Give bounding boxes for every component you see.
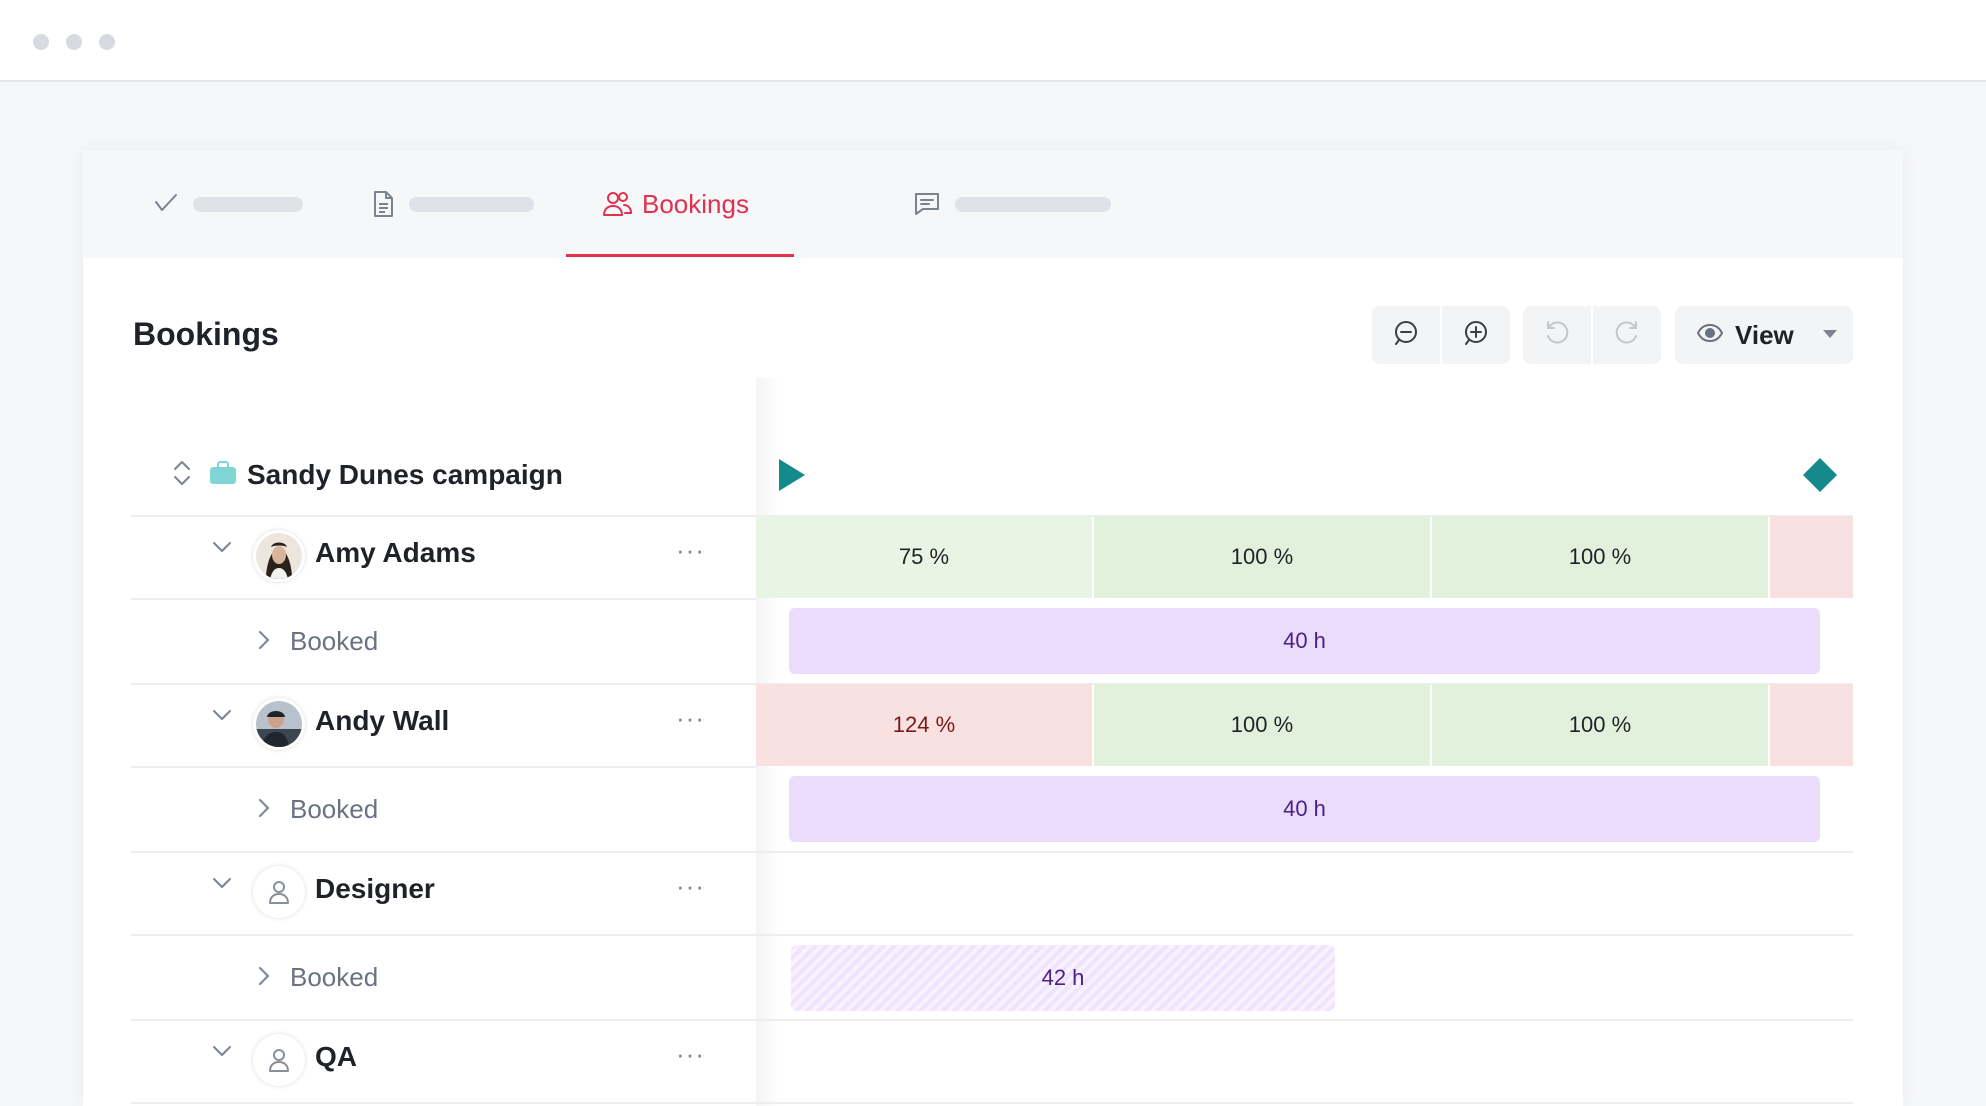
- chevron-down-icon[interactable]: [211, 708, 233, 727]
- check-icon: [153, 191, 179, 217]
- booking-bar[interactable]: 40 h: [789, 776, 1820, 842]
- redo-icon: [1613, 319, 1641, 352]
- row-divider: [131, 766, 756, 768]
- view-dropdown[interactable]: View: [1675, 306, 1853, 364]
- more-options-icon[interactable]: ···: [676, 535, 705, 565]
- utilization-cell: 100 %: [1094, 516, 1430, 598]
- tab-bar: Bookings: [83, 150, 1903, 258]
- project-name: Sandy Dunes campaign: [247, 459, 563, 490]
- window-maximize-dot[interactable]: [99, 34, 115, 50]
- chevron-down-icon[interactable]: [211, 876, 233, 895]
- person-name[interactable]: Amy Adams: [315, 537, 476, 568]
- booked-label[interactable]: Booked: [290, 794, 379, 824]
- more-options-icon[interactable]: ···: [676, 703, 705, 733]
- tab-bookings[interactable]: Bookings: [602, 150, 749, 258]
- chevron-right-icon[interactable]: [257, 797, 271, 824]
- tab-documents[interactable]: [371, 150, 534, 258]
- utilization-cell: [1770, 516, 1853, 598]
- window-minimize-dot[interactable]: [66, 34, 82, 50]
- zoom-in-icon: [1462, 319, 1490, 352]
- chevron-down-icon[interactable]: [211, 540, 233, 559]
- tab-comments-label: [955, 196, 1111, 212]
- booked-label[interactable]: Booked: [290, 626, 379, 656]
- zoom-out-icon: [1392, 319, 1420, 352]
- more-options-icon[interactable]: ···: [676, 1039, 705, 1069]
- project-row[interactable]: Sandy Dunes campaign: [171, 455, 563, 495]
- tab-documents-label: [409, 196, 534, 212]
- booked-label[interactable]: Booked: [290, 962, 379, 992]
- row-divider: [131, 598, 756, 600]
- view-label: View: [1735, 319, 1794, 350]
- page-title: Bookings: [133, 316, 279, 352]
- chevron-right-icon[interactable]: [257, 629, 271, 656]
- people-icon: [602, 190, 632, 218]
- person-placeholder-icon: [253, 1034, 305, 1086]
- eye-icon: [1696, 323, 1724, 348]
- utilization-cell: 100 %: [1094, 684, 1430, 766]
- row-divider: [131, 934, 1853, 936]
- utilization-cell: 124 %: [756, 684, 1092, 766]
- more-options-icon[interactable]: ···: [676, 871, 705, 901]
- booking-bar[interactable]: 40 h: [789, 608, 1820, 674]
- project-end-milestone-icon: [1801, 456, 1839, 499]
- bookings-card: Bookings Bookings: [83, 150, 1903, 1106]
- zoom-in-button[interactable]: [1442, 306, 1510, 364]
- avatar: [253, 530, 305, 582]
- window-close-dot[interactable]: [33, 34, 49, 50]
- role-name[interactable]: QA: [315, 1041, 357, 1072]
- avatar: [253, 698, 305, 750]
- chat-icon: [913, 191, 941, 217]
- utilization-cell: [1770, 684, 1853, 766]
- person-name[interactable]: Andy Wall: [315, 705, 450, 736]
- caret-down-icon: [1822, 326, 1838, 344]
- role-name[interactable]: Designer: [315, 873, 435, 904]
- utilization-cell: 75 %: [756, 516, 1092, 598]
- document-icon: [371, 190, 395, 218]
- window-titlebar: [0, 0, 1986, 82]
- project-start-marker-icon: [777, 457, 807, 498]
- row-divider: [131, 1102, 1853, 1104]
- tentative-booking-bar[interactable]: 42 h: [791, 945, 1335, 1011]
- zoom-controls: [1372, 306, 1510, 364]
- expand-collapse-icon[interactable]: [171, 458, 193, 493]
- person-placeholder-icon: [253, 866, 305, 918]
- row-divider: [131, 851, 1853, 853]
- utilization-cell: 100 %: [1432, 684, 1768, 766]
- active-tab-indicator: [566, 254, 794, 257]
- undo-button[interactable]: [1523, 306, 1591, 364]
- tab-tasks[interactable]: [153, 150, 303, 258]
- chevron-down-icon[interactable]: [211, 1044, 233, 1063]
- chevron-right-icon[interactable]: [257, 965, 271, 992]
- zoom-out-button[interactable]: [1372, 306, 1440, 364]
- tab-tasks-label: [193, 196, 303, 212]
- briefcase-icon: [209, 460, 237, 490]
- toolbar-divider: [1440, 306, 1442, 364]
- row-divider: [131, 1019, 1853, 1021]
- tab-comments[interactable]: [913, 150, 1111, 258]
- toolbar-divider: [1591, 306, 1593, 364]
- history-controls: [1523, 306, 1661, 364]
- utilization-cell: 100 %: [1432, 516, 1768, 598]
- undo-icon: [1543, 319, 1571, 352]
- tab-bookings-label: Bookings: [642, 188, 749, 219]
- redo-button[interactable]: [1593, 306, 1661, 364]
